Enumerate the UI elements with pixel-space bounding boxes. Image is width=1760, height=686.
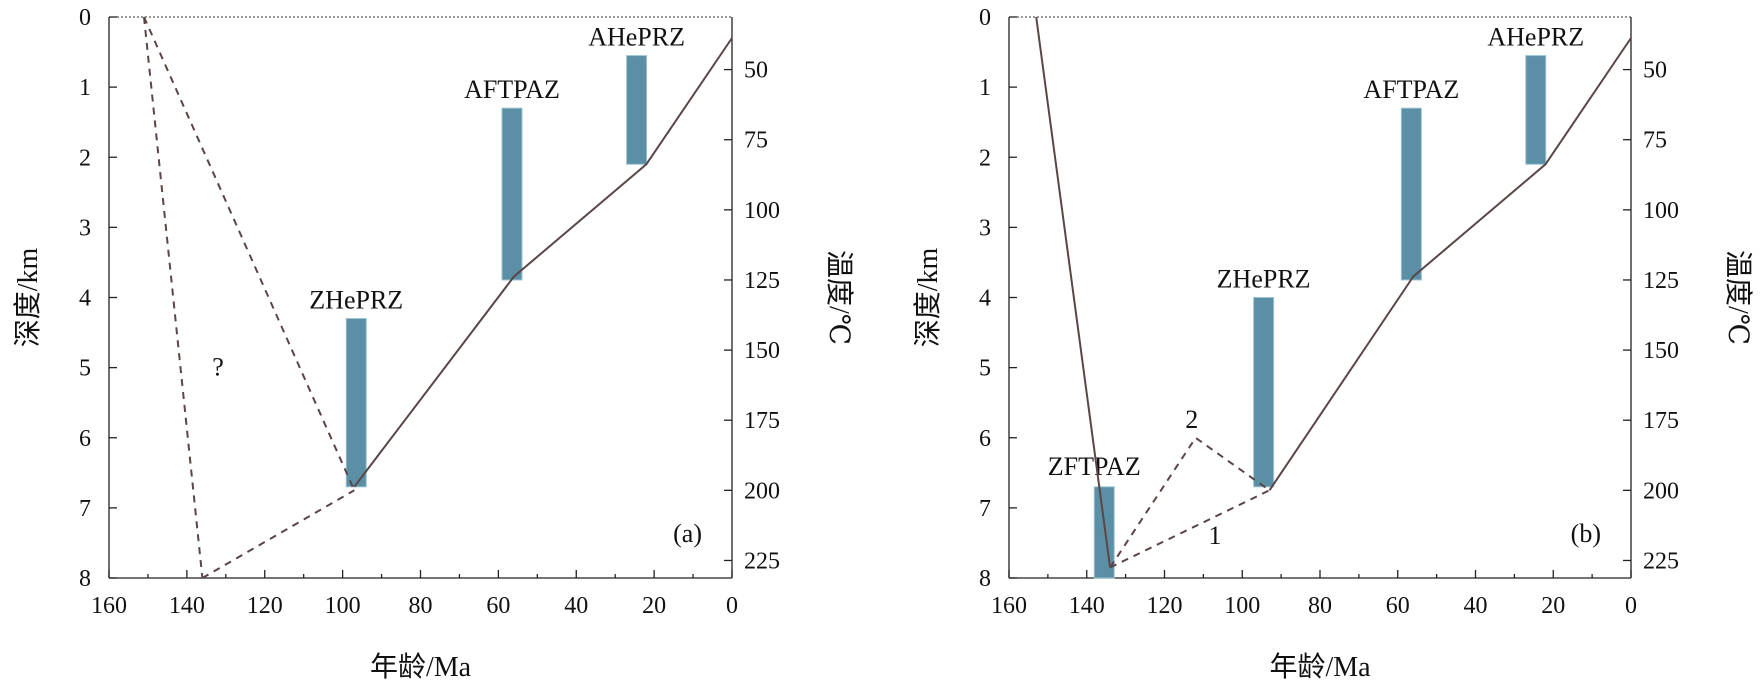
y-tick-label: 4	[79, 286, 91, 312]
right-tick-label: 200	[1643, 478, 1679, 504]
x-tick-label: 160	[991, 593, 1027, 619]
right-axis-title: 温度/℃	[1722, 250, 1754, 345]
y-tick-label: 2	[979, 145, 991, 171]
y-tick-label: 6	[979, 426, 991, 452]
zone-label-zheprz: ZHePRZ	[1217, 265, 1311, 294]
x-tick-label: 20	[1541, 593, 1565, 619]
zone-bar-aftpaz	[501, 107, 523, 281]
right-tick-label: 200	[744, 478, 780, 504]
x-tick-label: 100	[1224, 593, 1260, 619]
x-tick-label: 80	[1308, 593, 1332, 619]
x-tick-label: 60	[486, 593, 510, 619]
y-tick-label: 8	[979, 566, 991, 592]
right-tick-label: 225	[1643, 548, 1679, 574]
y-tick-label: 4	[979, 286, 991, 312]
y-tick-label: 0	[979, 5, 991, 31]
y-tick-label: 0	[79, 5, 91, 31]
x-tick-label: 80	[409, 593, 433, 619]
zone-bar-aheprz	[626, 55, 648, 165]
right-tick-label: 50	[744, 58, 768, 84]
zone-bar-zheprz	[1253, 297, 1275, 488]
x-tick-label: 120	[247, 593, 283, 619]
right-tick-label: 100	[744, 198, 780, 224]
y-tick-label: 7	[979, 496, 991, 522]
y-tick-label: 3	[979, 215, 991, 241]
zone-label-zheprz: ZHePRZ	[309, 286, 403, 315]
dashed-path-4	[1109, 489, 1270, 569]
right-tick-label: 225	[744, 548, 780, 574]
right-tick-label: 75	[744, 128, 768, 154]
y-tick-label: 7	[79, 496, 91, 522]
x-tick-label: 160	[91, 593, 127, 619]
zone-label-aheprz: AHePRZ	[588, 23, 685, 52]
y-tick-label: 1	[79, 75, 91, 101]
x-tick-label: 0	[1625, 593, 1637, 619]
right-tick-label: 175	[1643, 408, 1679, 434]
y-axis-title: 深度/km	[12, 248, 44, 348]
solid-path-1	[1268, 37, 1632, 491]
right-axis-title: 温度/℃	[823, 250, 855, 345]
annotation-1: 2	[1185, 405, 1198, 434]
chart-panel-2: 160 140 120 100 80 60 40 20 00123456785075100125…	[912, 5, 1754, 683]
x-tick-label: 0	[726, 593, 738, 619]
solid-path-1	[353, 37, 733, 488]
x-tick-label: 40	[1464, 593, 1488, 619]
x-tick-label: 100	[325, 593, 361, 619]
right-tick-label: 150	[1643, 338, 1679, 364]
annotation-1: ?	[212, 353, 224, 382]
y-tick-label: 5	[979, 356, 991, 382]
dashed-path-3	[143, 16, 204, 579]
y-tick-label: 1	[979, 75, 991, 101]
y-tick-label: 3	[79, 215, 91, 241]
right-tick-label: 100	[1643, 198, 1679, 224]
x-tick-label: 60	[1386, 593, 1410, 619]
panel-label: (b)	[1571, 519, 1601, 548]
y-axis-title: 深度/km	[912, 248, 944, 348]
zone-bar-aheprz	[1525, 55, 1547, 165]
x-tick-label: 20	[642, 593, 666, 619]
right-tick-label: 75	[1643, 128, 1667, 154]
right-tick-label: 175	[744, 408, 780, 434]
right-tick-label: 125	[1643, 268, 1679, 294]
x-axis-title: 年龄/Ma	[1269, 651, 1371, 683]
right-tick-label: 50	[1643, 58, 1667, 84]
x-tick-label: 120	[1147, 593, 1183, 619]
annotation-2: 1	[1209, 521, 1222, 550]
zone-bar-zheprz	[345, 318, 367, 488]
zone-label-aheprz: AHePRZ	[1487, 23, 1584, 52]
x-tick-label: 140	[1069, 593, 1105, 619]
right-tick-label: 125	[744, 268, 780, 294]
y-tick-label: 5	[79, 356, 91, 382]
panel-label: (a)	[673, 519, 702, 548]
y-tick-label: 8	[79, 566, 91, 592]
zone-label-aftpaz: AFTPAZ	[464, 75, 560, 104]
x-tick-label: 40	[564, 593, 588, 619]
zone-label-aftpaz: AFTPAZ	[1363, 75, 1459, 104]
x-tick-label: 140	[169, 593, 205, 619]
right-tick-label: 150	[744, 338, 780, 364]
y-tick-label: 2	[79, 145, 91, 171]
solid-path-2	[1035, 16, 1112, 568]
dashed-path-2	[143, 16, 356, 491]
chart-panel-1: 160 140 120 100 80 60 40 20 00123456785075100125…	[12, 5, 855, 683]
y-tick-label: 6	[79, 426, 91, 452]
zone-bar-aftpaz	[1400, 107, 1422, 281]
dashed-path-4	[201, 489, 355, 579]
x-axis-title: 年龄/Ma	[370, 651, 472, 683]
